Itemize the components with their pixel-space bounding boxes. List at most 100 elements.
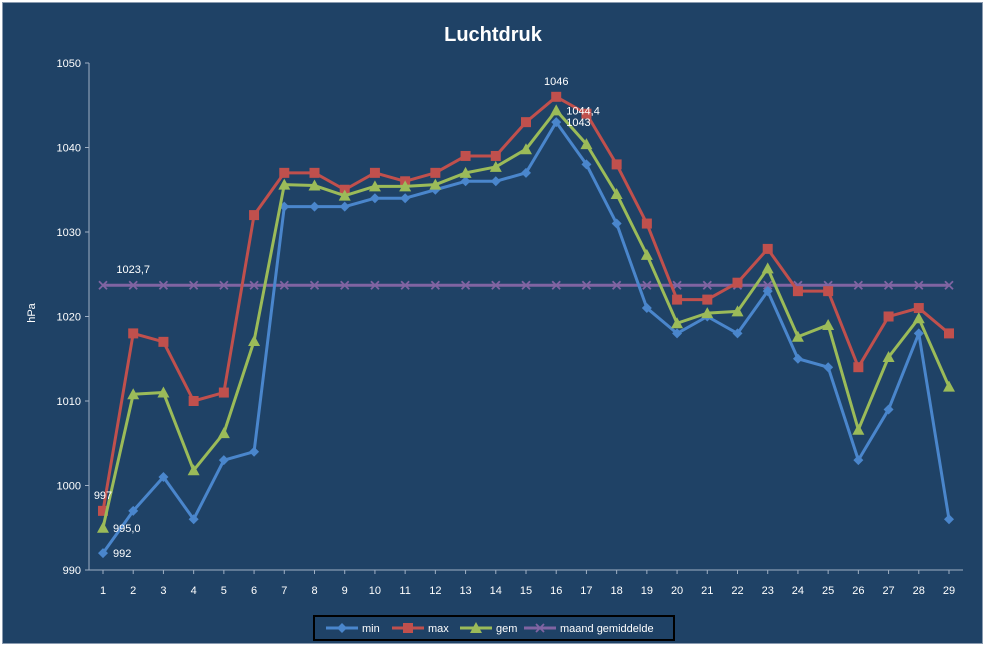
series-point-max [732, 277, 743, 288]
series-point-max [581, 108, 592, 119]
series-point-max [853, 362, 864, 373]
legend-label-max: max [428, 623, 449, 635]
series-point-min [823, 362, 834, 373]
series-point-maand-gemiddelde [340, 280, 350, 290]
y-tick-label: 1010 [57, 396, 81, 408]
x-tick-label: 27 [882, 585, 894, 597]
x-tick-label: 18 [611, 585, 623, 597]
series-point-gem [610, 187, 623, 199]
series-point-gem [308, 179, 321, 191]
series-point-min [581, 159, 592, 170]
series-point-gem [731, 305, 744, 317]
series-point-maand-gemiddelde [491, 280, 501, 290]
legend-box [313, 615, 675, 641]
legend-label-min: min [362, 623, 380, 635]
series-point-min [641, 303, 652, 314]
series-point-min [188, 514, 199, 525]
series-point-gem [580, 138, 593, 150]
chart-svg: Luchtdruk hPa 99010001010102010301040105… [26, 24, 963, 641]
series-point-maand-gemiddelde [189, 280, 199, 290]
series-point-maand-gemiddelde [158, 280, 169, 290]
series-point-max [188, 396, 199, 406]
series-point-min [611, 218, 622, 229]
x-tick-label: 29 [943, 585, 955, 597]
data-label: 1046 [544, 76, 568, 88]
series-point-maand-gemiddelde [551, 280, 561, 290]
series-point-max [369, 167, 380, 178]
series-point-maand-gemiddelde [219, 280, 229, 290]
data-label: 1023,7 [116, 264, 150, 276]
legend-marker-gem [470, 622, 482, 633]
x-tick-label: 6 [251, 585, 257, 597]
y-tick-label: 990 [63, 565, 81, 577]
x-tick-label: 13 [459, 585, 471, 597]
series-point-max [641, 218, 652, 229]
series-point-min [158, 472, 169, 483]
series-point-maand-gemiddelde [944, 280, 954, 290]
series-point-maand-gemiddelde [853, 280, 863, 290]
series-point-maand-gemiddelde [581, 280, 592, 290]
series-point-max [98, 505, 108, 516]
series-point-maand-gemiddelde [883, 280, 894, 290]
x-tick-label: 16 [550, 585, 562, 597]
x-tick-label: 5 [221, 585, 227, 597]
series-point-gem [943, 380, 955, 392]
series-point-maand-gemiddelde [98, 280, 108, 290]
legend: min max gem maand gemiddelde [313, 615, 675, 641]
series-point-min [400, 193, 411, 204]
series-point-gem [791, 330, 804, 342]
series-point-max [128, 328, 139, 339]
series-point-min [490, 176, 501, 187]
series-point-min [128, 505, 139, 516]
x-tick-label: 4 [191, 585, 197, 597]
series-point-maand-gemiddelde [400, 280, 410, 290]
series-point-gem [278, 178, 291, 190]
series-point-min [944, 514, 954, 525]
series-point-gem [429, 178, 442, 190]
chart-title: Luchtdruk [444, 24, 543, 46]
x-tick-label: 10 [369, 585, 381, 597]
legend-marker-maand-gemiddelde [535, 623, 545, 633]
series-point-maand-gemiddelde [279, 280, 289, 290]
legend-marker-min [337, 623, 347, 633]
series-point-min [369, 193, 380, 204]
series-point-max [883, 311, 894, 322]
series-point-max [249, 210, 260, 221]
series-point-min [792, 353, 803, 364]
series-point-min [218, 455, 229, 466]
series-point-gem [157, 386, 170, 398]
series-point-max [309, 167, 320, 178]
series-point-max [490, 150, 501, 161]
series-line-min [101, 120, 951, 554]
x-tick-label: 7 [281, 585, 287, 597]
series-point-max [913, 303, 924, 314]
series-point-gem [822, 318, 835, 330]
series-point-gem [852, 423, 865, 435]
series-point-max [430, 167, 441, 178]
legend-label-maand-gemiddelde: maand gemiddelde [560, 623, 654, 635]
series-point-maand-gemiddelde [370, 280, 380, 290]
series-point-maand-gemiddelde [128, 280, 138, 290]
series-point-max [218, 387, 229, 398]
series-point-max [944, 328, 954, 339]
series-point-max [279, 167, 290, 178]
x-tick-label: 3 [160, 585, 166, 597]
series-point-gem [368, 180, 381, 192]
series-point-gem [217, 427, 230, 439]
series-point-gem [701, 307, 714, 319]
x-tick-label: 17 [580, 585, 592, 597]
series-point-max [611, 159, 622, 170]
series-point-min [551, 117, 562, 128]
series-point-min [913, 328, 924, 339]
x-tick-label: 8 [311, 585, 317, 597]
series-point-min [672, 328, 683, 339]
series-point-min [249, 446, 260, 457]
series-point-gem [338, 189, 351, 201]
series-point-gem [882, 351, 895, 363]
series-point-maand-gemiddelde [249, 280, 259, 290]
legend-label-gem: gem [496, 623, 517, 635]
x-tick-label: 1 [100, 585, 106, 597]
series-point-max [762, 243, 773, 254]
series-point-maand-gemiddelde [430, 280, 440, 290]
